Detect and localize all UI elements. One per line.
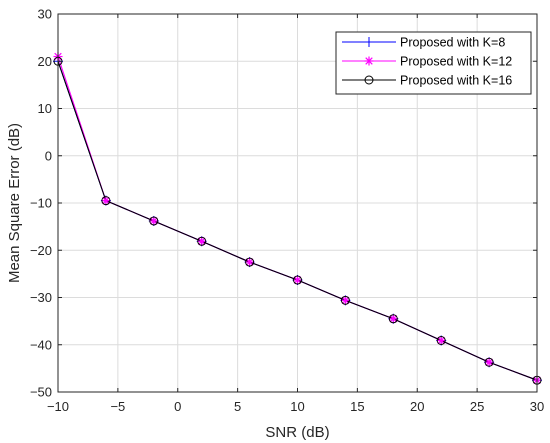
data-point — [436, 335, 446, 345]
legend-marker-glyph — [364, 37, 374, 47]
data-point — [484, 357, 494, 367]
asterisk-d2 — [365, 57, 373, 65]
asterisk-d2 — [293, 276, 302, 284]
data-point — [197, 236, 207, 246]
asterisk-d2 — [485, 358, 493, 366]
y-tick-label: −20 — [30, 243, 52, 258]
x-tick-label: 15 — [350, 399, 364, 414]
x-tick-label: 25 — [470, 399, 484, 414]
y-tick-label: 10 — [38, 101, 52, 116]
asterisk-d2 — [389, 315, 398, 323]
data-point — [388, 314, 398, 324]
data-point — [484, 357, 494, 367]
data-point — [293, 275, 302, 285]
x-tick-label: −10 — [47, 399, 69, 414]
y-tick-label: 30 — [38, 7, 52, 22]
x-tick-label: 10 — [290, 399, 304, 414]
y-tick-label: 0 — [45, 148, 52, 163]
asterisk-d2 — [197, 237, 206, 245]
legend-item-k8: Proposed with K=8 — [342, 36, 505, 50]
y-tick-label: −50 — [30, 385, 52, 400]
data-point — [245, 257, 255, 267]
data-point — [340, 295, 350, 305]
legend-label-k12: Proposed with K=12 — [400, 55, 512, 69]
y-tick-label: 20 — [38, 54, 52, 69]
legend: Proposed with K=8 Proposed with K=12 Pro… — [335, 31, 532, 95]
asterisk-d2 — [437, 336, 445, 345]
legend-marker-k8 — [364, 37, 374, 47]
y-tick-label: −10 — [30, 196, 52, 211]
data-point — [340, 295, 350, 305]
y-tick-label: −30 — [30, 290, 52, 305]
data-point — [436, 335, 446, 345]
x-tick-label: −5 — [110, 399, 125, 414]
data-point — [388, 314, 398, 324]
data-point — [101, 196, 111, 206]
legend-marker-k16 — [364, 75, 374, 85]
legend-item-k12: Proposed with K=12 — [342, 55, 512, 69]
legend-label-k16: Proposed with K=16 — [400, 74, 512, 88]
legend-marker-glyph — [364, 75, 374, 85]
y-axis-label: Mean Square Error (dB) — [6, 123, 23, 283]
legend-marker-k12 — [364, 56, 374, 66]
asterisk-d2 — [102, 196, 110, 205]
x-axis-label: SNR (dB) — [265, 424, 329, 441]
data-point — [197, 236, 207, 246]
data-point — [293, 275, 302, 285]
asterisk-d2 — [245, 258, 254, 266]
data-point — [245, 257, 255, 267]
x-tick-label: 20 — [410, 399, 424, 414]
data-point — [149, 216, 159, 226]
x-tick-label: 5 — [234, 399, 241, 414]
x-tick-label: 30 — [530, 399, 544, 414]
data-point — [101, 196, 111, 206]
legend-item-k16: Proposed with K=16 — [342, 74, 512, 88]
legend-label-k8: Proposed with K=8 — [400, 36, 505, 50]
asterisk-d2 — [341, 296, 350, 305]
x-tick-label: 0 — [174, 399, 181, 414]
legend-marker-glyph — [364, 56, 374, 66]
axis-ticks — [57, 13, 538, 393]
asterisk-d2 — [150, 217, 158, 225]
data-point — [149, 216, 159, 226]
y-tick-label: −40 — [30, 337, 52, 352]
